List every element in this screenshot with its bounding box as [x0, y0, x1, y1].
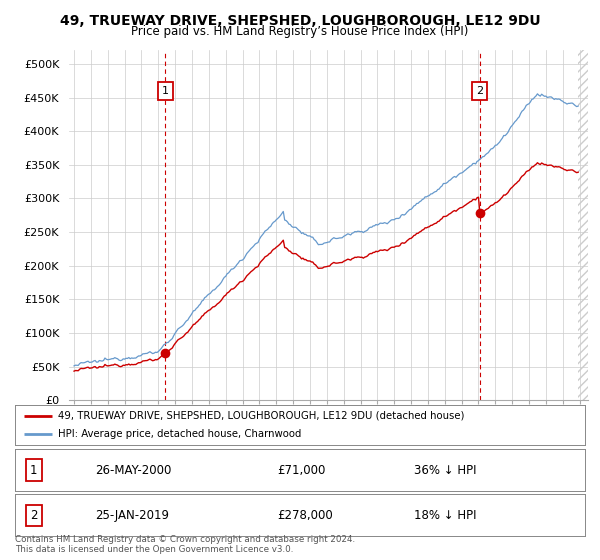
Text: 36% ↓ HPI: 36% ↓ HPI	[414, 464, 476, 477]
Text: Contains HM Land Registry data © Crown copyright and database right 2024.
This d: Contains HM Land Registry data © Crown c…	[15, 535, 355, 554]
Text: 2: 2	[30, 509, 38, 522]
Text: £71,000: £71,000	[277, 464, 326, 477]
Text: 26-MAY-2000: 26-MAY-2000	[95, 464, 171, 477]
Text: 2: 2	[476, 86, 483, 96]
Text: 1: 1	[162, 86, 169, 96]
Text: 1: 1	[30, 464, 38, 477]
Text: 18% ↓ HPI: 18% ↓ HPI	[414, 509, 476, 522]
Text: £278,000: £278,000	[277, 509, 333, 522]
Text: Price paid vs. HM Land Registry’s House Price Index (HPI): Price paid vs. HM Land Registry’s House …	[131, 25, 469, 38]
Text: 25-JAN-2019: 25-JAN-2019	[95, 509, 169, 522]
Bar	[578, 50, 588, 400]
Bar	[578, 50, 588, 400]
Text: 49, TRUEWAY DRIVE, SHEPSHED, LOUGHBOROUGH, LE12 9DU: 49, TRUEWAY DRIVE, SHEPSHED, LOUGHBOROUG…	[59, 14, 541, 28]
Text: HPI: Average price, detached house, Charnwood: HPI: Average price, detached house, Char…	[58, 430, 301, 439]
Text: 49, TRUEWAY DRIVE, SHEPSHED, LOUGHBOROUGH, LE12 9DU (detached house): 49, TRUEWAY DRIVE, SHEPSHED, LOUGHBOROUG…	[58, 411, 464, 421]
